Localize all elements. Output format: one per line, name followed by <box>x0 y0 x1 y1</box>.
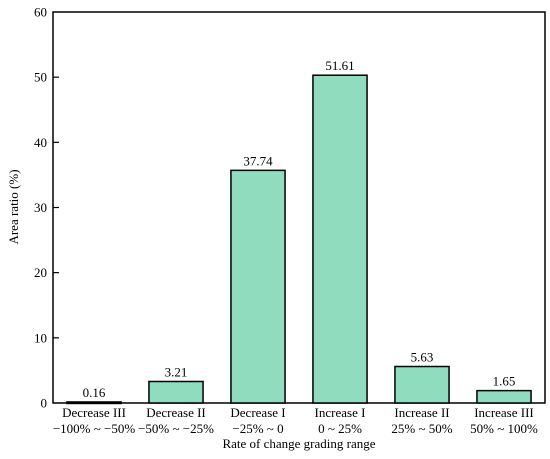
y-tick-label: 10 <box>34 330 47 345</box>
y-tick-label: 0 <box>41 396 48 411</box>
x-tick-label: Increase II <box>394 405 449 420</box>
data-label: 3.21 <box>165 364 188 379</box>
x-tick-sublabel: 50% ~ 100% <box>470 421 538 436</box>
bar <box>66 401 122 405</box>
y-tick-label: 50 <box>34 70 47 85</box>
x-tick-label: Decrease I <box>230 405 285 420</box>
data-label: 37.74 <box>243 153 273 168</box>
x-axis-title: Rate of change grading range <box>222 436 375 451</box>
plot-frame <box>52 11 546 404</box>
x-tick-sublabel: −50% ~ −25% <box>138 421 214 436</box>
x-tick-sublabel: 25% ~ 50% <box>391 421 452 436</box>
x-tick-label: Decrease II <box>146 405 206 420</box>
bars-group <box>66 74 532 405</box>
data-label: 1.65 <box>493 374 516 389</box>
y-axis-title: Area ratio (%) <box>6 169 21 244</box>
bar <box>312 74 368 404</box>
bar <box>148 380 204 404</box>
x-tick-label: Increase I <box>315 405 366 420</box>
x-tick-sublabel: −100% ~ −50% <box>53 421 136 436</box>
x-tick-label: Decrease III <box>62 405 126 420</box>
y-tick-label: 30 <box>34 200 47 215</box>
y-tick-label: 20 <box>34 265 47 280</box>
data-label: 5.63 <box>411 350 434 365</box>
x-tick-label: Increase III <box>474 405 534 420</box>
bar <box>394 365 450 404</box>
bar <box>230 169 286 404</box>
x-tick-sublabel: −25% ~ 0 <box>232 421 283 436</box>
category-labels-group: Decrease III−100% ~ −50% Decrease II−50% … <box>53 405 538 436</box>
y-tick-label: 40 <box>34 135 47 150</box>
y-axis-ticks: 0 10 20 30 40 50 60 <box>34 5 59 411</box>
data-label: 51.61 <box>325 58 354 73</box>
bar <box>476 389 532 404</box>
y-tick-label: 60 <box>34 5 47 20</box>
data-labels-group: 0.16 3.21 37.74 51.61 5.63 1.65 <box>83 58 516 400</box>
x-tick-sublabel: 0 ~ 25% <box>318 421 362 436</box>
data-label: 0.16 <box>83 385 106 400</box>
